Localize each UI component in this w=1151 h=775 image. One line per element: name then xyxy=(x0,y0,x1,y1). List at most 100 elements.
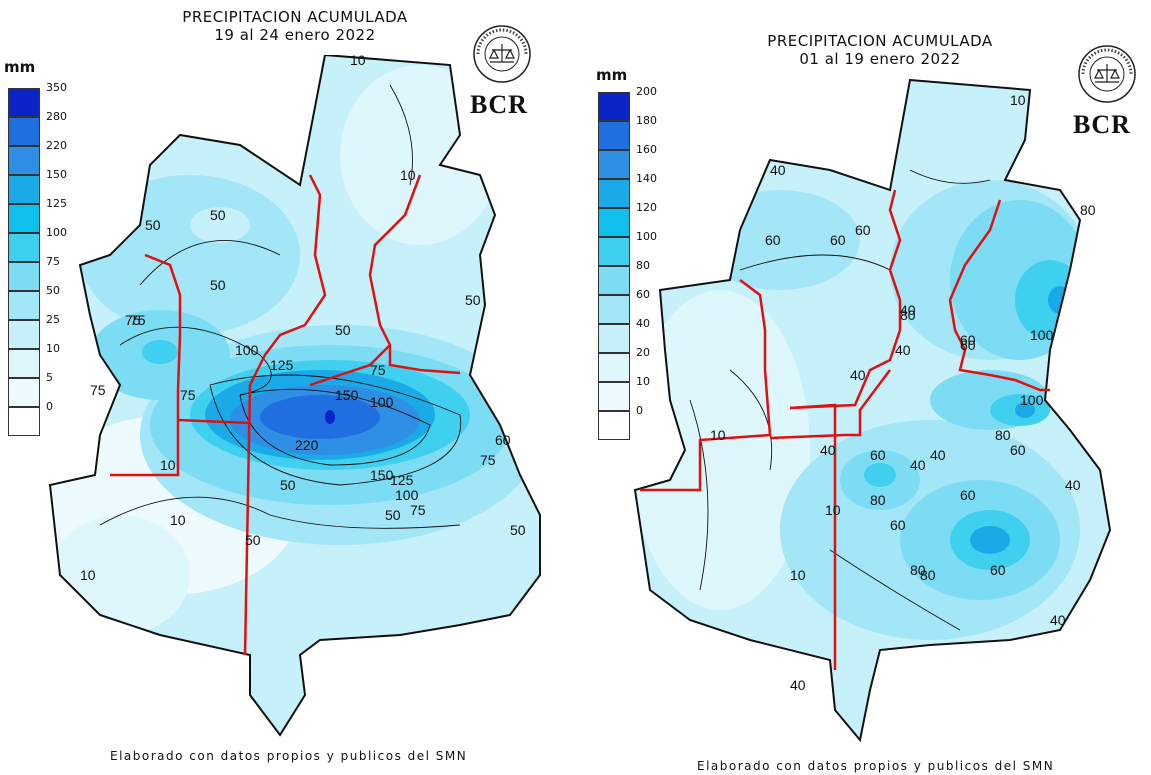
legend-swatch xyxy=(8,117,40,146)
contour-label: 100 xyxy=(1030,327,1054,343)
contour-label: 80 xyxy=(900,307,916,323)
contour-label: 100 xyxy=(1020,392,1044,408)
map1-brand: BCR xyxy=(470,90,528,119)
contour-label: 80 xyxy=(870,492,886,508)
contour-label: 10 xyxy=(710,427,726,443)
legend-swatch xyxy=(8,146,40,175)
contour-label: 50 xyxy=(335,322,351,338)
legend-swatch xyxy=(598,411,630,440)
contour-label: 10 xyxy=(170,512,186,528)
contour-label: 60 xyxy=(960,332,976,348)
legend-swatch xyxy=(8,320,40,349)
map2-legend-unit: mm xyxy=(596,66,628,84)
contour-label: 50 xyxy=(510,522,526,538)
contour-label: 10 xyxy=(400,167,416,183)
legend-swatch xyxy=(8,349,40,378)
map2-footer: Elaborado con datos propios y publicos d… xyxy=(697,759,1055,773)
legend-label: 350 xyxy=(46,81,67,94)
contour-label: 10 xyxy=(825,502,841,518)
contour-label: 75 xyxy=(410,502,426,518)
contour-label: 10 xyxy=(790,567,806,583)
legend-label: 0 xyxy=(636,404,643,417)
contour-label: 60 xyxy=(890,517,906,533)
contour-label: 80 xyxy=(920,567,936,583)
contour-label: 150 xyxy=(335,387,359,403)
map2-title-line2: 01 al 19 enero 2022 xyxy=(799,50,961,68)
contour-label: 40 xyxy=(930,447,946,463)
contour-label: 220 xyxy=(295,437,319,453)
legend-label: 280 xyxy=(46,110,67,123)
contour-label: 100 xyxy=(370,394,394,410)
legend-swatch xyxy=(8,291,40,320)
contour-label: 40 xyxy=(790,677,806,693)
contour-label: 40 xyxy=(900,302,916,318)
contour-label: 40 xyxy=(1050,612,1066,628)
contour-label: 60 xyxy=(1010,442,1026,458)
legend-label: 100 xyxy=(46,226,67,239)
contour-label: 10 xyxy=(160,457,176,473)
contour-label: 40 xyxy=(850,367,866,383)
contour-label: 50 xyxy=(145,217,161,233)
legend-label: 80 xyxy=(636,259,650,272)
contour-label: 75 xyxy=(90,382,106,398)
legend-label: 150 xyxy=(46,168,67,181)
contour-label: 40 xyxy=(820,442,836,458)
legend-label: 120 xyxy=(636,201,657,214)
legend-swatch xyxy=(598,353,630,382)
map1-legend: 350 280 220 150 125 100 75 50 25 10 5 0 xyxy=(8,81,78,436)
legend-swatch xyxy=(8,233,40,262)
contour-label: 125 xyxy=(390,472,414,488)
contour-label: 40 xyxy=(910,457,926,473)
contour-label: 40 xyxy=(770,162,786,178)
contour-label: 50 xyxy=(385,507,401,523)
legend-label: 0 xyxy=(46,400,53,413)
map1-footer: Elaborado con datos propios y publicos d… xyxy=(110,749,468,763)
contour-label: 60 xyxy=(960,487,976,503)
contour-label: 150 xyxy=(370,467,394,483)
contour-label: 100 xyxy=(235,342,259,358)
contour-label: 40 xyxy=(1065,477,1081,493)
legend-swatch xyxy=(8,88,40,117)
legend-label: 40 xyxy=(636,317,650,330)
legend-swatch xyxy=(598,179,630,208)
map2-seal-logo xyxy=(1077,44,1137,109)
contour-label: 75 xyxy=(130,312,146,328)
map1-title: PRECIPITACION ACUMULADA 19 al 24 enero 2… xyxy=(130,8,460,44)
legend-label: 180 xyxy=(636,114,657,127)
legend-label: 125 xyxy=(46,197,67,210)
legend-swatch xyxy=(598,150,630,179)
contour-label: 75 xyxy=(370,362,386,378)
legend-label: 25 xyxy=(46,313,60,326)
legend-label: 75 xyxy=(46,255,60,268)
contour-label: 10 xyxy=(80,567,96,583)
contour-label: 75 xyxy=(180,387,196,403)
legend-swatch xyxy=(8,175,40,204)
contour-label: 40 xyxy=(895,342,911,358)
contour-label: 80 xyxy=(910,562,926,578)
legend-label: 220 xyxy=(46,139,67,152)
legend-swatch xyxy=(598,208,630,237)
legend-swatch xyxy=(598,324,630,353)
contour-label: 75 xyxy=(480,452,496,468)
legend-swatch xyxy=(598,382,630,411)
contour-label: 60 xyxy=(830,232,846,248)
contour-label: 60 xyxy=(960,337,976,353)
legend-swatch xyxy=(8,262,40,291)
legend-swatch xyxy=(8,204,40,233)
contour-label: 60 xyxy=(765,232,781,248)
legend-label: 60 xyxy=(636,288,650,301)
contour-label: 60 xyxy=(990,562,1006,578)
legend-swatch xyxy=(598,92,630,121)
legend-swatch xyxy=(598,121,630,150)
map1-legend-unit: mm xyxy=(4,58,36,76)
legend-label: 20 xyxy=(636,346,650,359)
contour-label: 100 xyxy=(395,487,419,503)
legend-swatch xyxy=(598,295,630,324)
contour-label: 80 xyxy=(995,427,1011,443)
legend-swatch xyxy=(8,407,40,436)
legend-label: 50 xyxy=(46,284,60,297)
contour-label: 50 xyxy=(210,277,226,293)
map2-brand: BCR xyxy=(1073,110,1131,139)
